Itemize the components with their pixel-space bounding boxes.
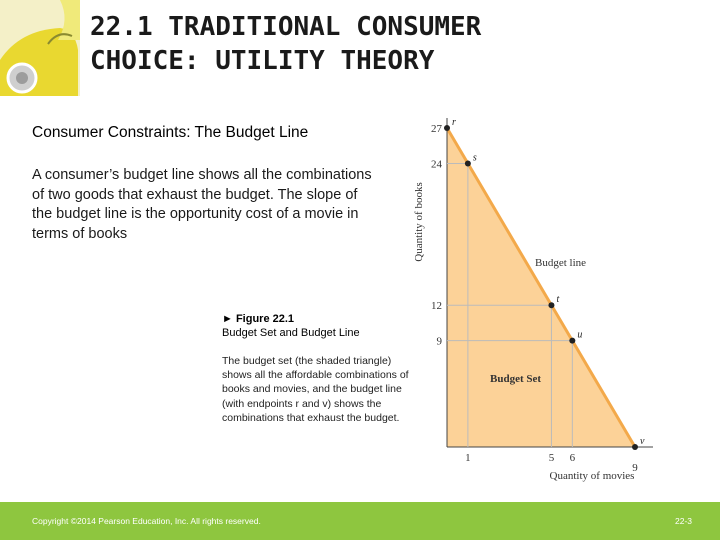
budget-line: [445, 127, 637, 448]
point-label-s: s: [473, 152, 477, 163]
point-t: [548, 302, 555, 309]
figure-number: ► Figure 22.1: [222, 313, 295, 325]
x-tick-6: 6: [570, 452, 576, 464]
y-tick-labels: 27 24 12 9: [431, 123, 443, 348]
point-r: [444, 125, 450, 131]
y-tick-27: 27: [431, 123, 443, 135]
x-tick-9: 9: [632, 462, 638, 474]
point-v: [632, 444, 638, 450]
point-label-v: v: [640, 436, 645, 447]
page-number: 22-3: [674, 516, 692, 526]
point-s: [464, 160, 471, 167]
x-tick-labels: 1 5 69: [465, 452, 638, 474]
figure-name: Budget Set and Budget Line: [222, 327, 360, 339]
footer-bar: Copyright ©2014 Pearson Education, Inc. …: [0, 502, 720, 540]
copyright-text: Copyright ©2014 Pearson Education, Inc. …: [32, 516, 261, 526]
slide-subtitle: Consumer Constraints: The Budget Line: [32, 124, 309, 141]
y-tick-24: 24: [431, 158, 443, 170]
y-tick-12: 12: [431, 300, 442, 312]
x-tick-5: 5: [549, 452, 555, 464]
data-points: r s t u v: [444, 117, 645, 450]
corner-illustration: [0, 0, 80, 96]
budget-set-label: Budget Set: [490, 373, 541, 385]
body-text: A consumer’s budget line shows all the c…: [32, 167, 372, 242]
point-u: [569, 337, 576, 344]
figure-label: ► Figure 22.1 Budget Set and Budget Line: [222, 312, 412, 340]
x-tick-1: 1: [465, 452, 471, 464]
point-label-r: r: [452, 117, 456, 128]
y-axis-label: Quantity of books: [413, 182, 425, 261]
figure-caption: The budget set (the shaded triangle) sho…: [222, 355, 409, 424]
point-label-t: t: [556, 294, 559, 305]
budget-line-label: Budget line: [535, 257, 586, 269]
y-tick-9: 9: [437, 336, 443, 348]
slide-title: 22.1 TRADITIONAL CONSUMER CHOICE: UTILIT…: [90, 12, 482, 76]
point-label-u: u: [577, 330, 582, 341]
guide-lines: [447, 162, 573, 447]
x-axis-label: Quantity of movies: [550, 470, 635, 482]
